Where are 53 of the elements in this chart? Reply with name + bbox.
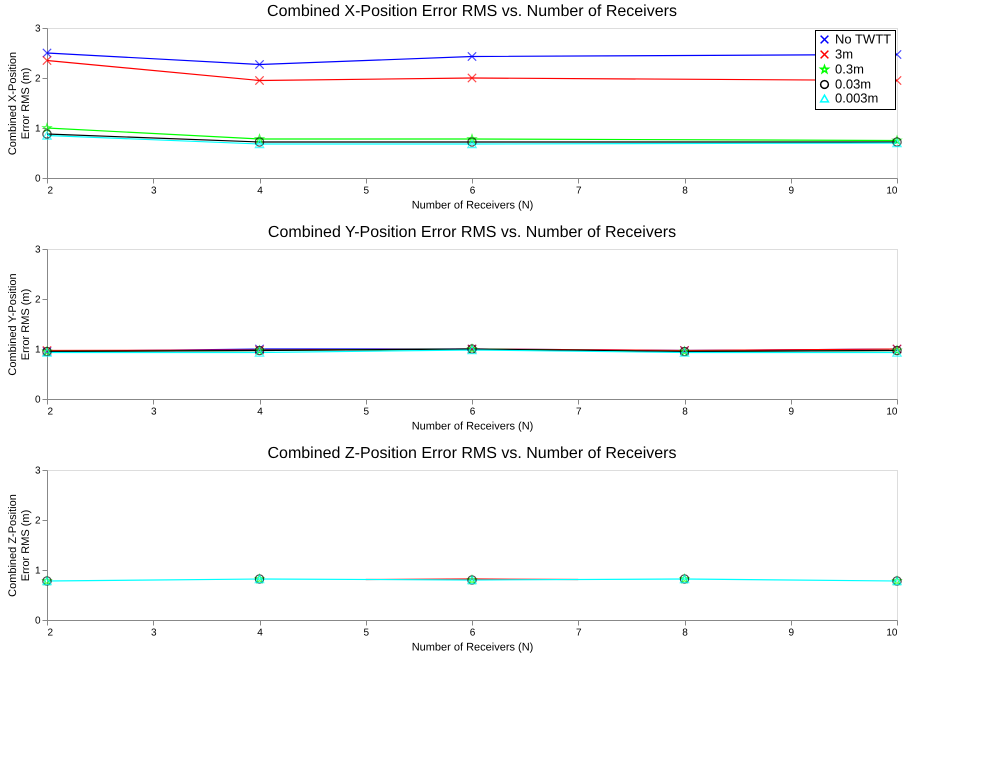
x-tick-label: 8: [682, 628, 688, 638]
x-axis-title: Number of Receivers (N): [412, 200, 534, 212]
x-tick-label: 3: [150, 406, 157, 418]
x-tick-label: 7: [576, 628, 582, 638]
x-tick-label: 9: [788, 406, 794, 418]
x-tick-label: 2: [48, 406, 54, 418]
legend-label: 3m: [835, 46, 854, 62]
x-tick-label: 6: [470, 628, 476, 638]
x-tick-label: 8: [682, 186, 688, 196]
chart-title: Combined X-Position Error RMS vs. Number of Receivers: [267, 3, 677, 20]
y-tick-label: 2: [34, 294, 41, 306]
x-tick-label: 5: [363, 186, 370, 196]
y-tick-label: 0: [34, 174, 41, 184]
x-tick-label: 5: [363, 406, 370, 418]
y-tick-label: 3: [34, 24, 41, 34]
x-tick-label: 4: [257, 186, 264, 196]
y-axis-title: Combined Y-Position Error RMS (m): [6, 273, 32, 376]
x-tick-label: 3: [150, 186, 157, 196]
x-tick-label: 9: [788, 186, 794, 196]
y-tick-label: 1: [34, 566, 41, 576]
x-tick-label: 8: [682, 406, 688, 418]
chart-title: Combined Y-Position Error RMS vs. Number of Receivers: [268, 224, 676, 241]
y-tick-label: 0: [34, 394, 41, 406]
x-tick-label: 2: [48, 186, 54, 196]
y-axis-title: Combined Z-Position Error RMS (m): [6, 494, 32, 597]
x-tick-label: 10: [886, 186, 898, 196]
x-tick-label: 6: [470, 186, 476, 196]
legend-label: 0.03m: [835, 76, 872, 92]
x-tick-label: 3: [150, 628, 157, 638]
x-tick-label: 10: [886, 406, 898, 418]
chart-title: Combined Z-Position Error RMS vs. Number of Receivers: [267, 445, 677, 462]
y-axis-title: Combined X-Position Error RMS (m): [6, 52, 32, 156]
x-tick-label: 9: [788, 628, 794, 638]
legend-label: 0.3m: [835, 62, 864, 76]
x-axis-title: Number of Receivers (N): [412, 642, 534, 654]
x-tick-label: 7: [576, 406, 582, 418]
x-tick-label: 5: [363, 628, 370, 638]
x-tick-label: 4: [257, 628, 264, 638]
x-tick-label: 4: [257, 406, 264, 418]
y-tick-label: 1: [34, 344, 41, 356]
y-tick-label: 0: [34, 616, 41, 626]
legend-label: 0.003m: [835, 90, 878, 106]
y-tick-label: 1: [34, 124, 41, 134]
y-tick-label: 3: [34, 244, 41, 256]
x-tick-label: 6: [470, 406, 476, 418]
x-tick-label: 2: [48, 628, 54, 638]
x-tick-label: 7: [576, 186, 582, 196]
y-tick-label: 2: [34, 516, 41, 526]
x-axis-title: Number of Receivers (N): [412, 420, 534, 432]
x-tick-label: 10: [886, 628, 898, 638]
y-tick-label: 3: [34, 466, 41, 476]
y-tick-label: 2: [34, 74, 41, 84]
legend-label: No TWTT: [835, 32, 892, 46]
